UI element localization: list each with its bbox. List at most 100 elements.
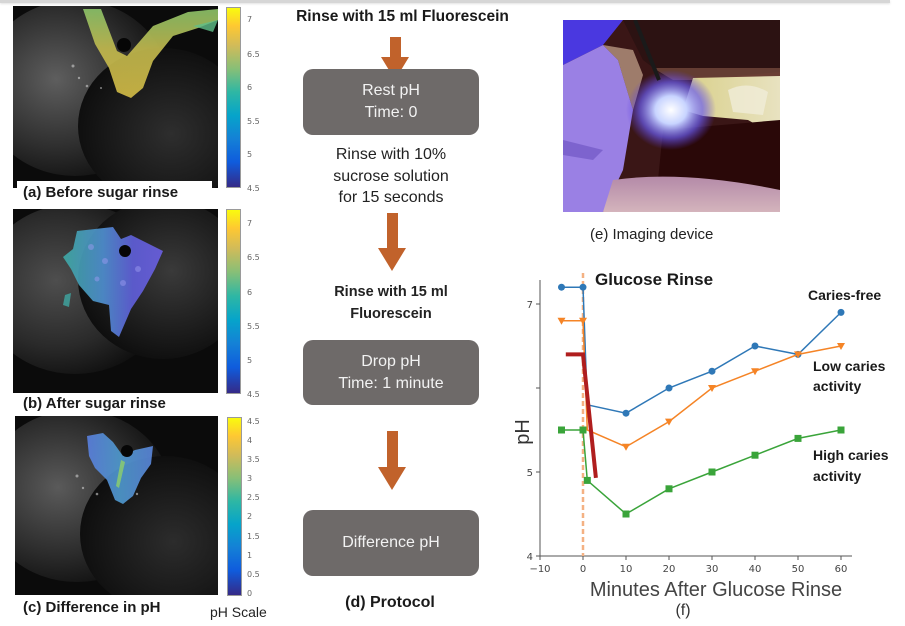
colorbar-tick-label: 5.5 (247, 322, 260, 331)
colorbar-tick-label: 1 (247, 551, 253, 560)
panel-b-caption: (b) After sugar rinse (17, 393, 212, 415)
data-point (794, 350, 802, 358)
data-point (837, 426, 845, 434)
colorbar-tick-label: 0.5 (247, 570, 260, 579)
x-tick-label: 30 (706, 564, 719, 575)
imaging-device-photo (563, 20, 780, 212)
chart-caption: (f) (675, 602, 691, 619)
rest-ph-time: Time: 0 (364, 104, 418, 121)
label-line: High caries (813, 447, 889, 463)
drop-ph-time: Time: 1 minute (338, 374, 444, 392)
x-axis-label: Minutes After Glucose Rinse (589, 579, 843, 601)
series-label-low-caries: Low caries activity (813, 356, 885, 396)
data-point (557, 317, 566, 325)
y-tick-label: 7 (527, 300, 533, 311)
protocol-step-fluorescein-rinse: Rinse with 15 ml Fluorescein (296, 8, 509, 25)
series-line (561, 320, 842, 448)
colorbar-tick-label: 6 (247, 83, 253, 92)
panel-c-caption: (c) Difference in pH (17, 597, 205, 619)
data-point (837, 343, 845, 350)
rest-ph-label: Rest pH (362, 82, 420, 99)
data-point (579, 426, 587, 434)
data-point (665, 485, 673, 493)
down-arrow-icon (390, 37, 401, 59)
colorbar-tick-label: 0 (247, 589, 253, 598)
label-line: activity (813, 378, 862, 394)
data-point (622, 443, 630, 451)
tooth-image (13, 6, 218, 188)
colorbar-tick-label: 5 (247, 150, 253, 159)
top-border (0, 0, 890, 3)
colorbar-tick-label: 4.5 (247, 417, 260, 426)
x-tick-label: 60 (835, 564, 848, 575)
sucrose-rinse-step: Rinse with 10% sucrose solution for 15 s… (300, 144, 482, 209)
down-arrow-icon (387, 213, 398, 249)
ph-scale-label: pH Scale (210, 604, 267, 620)
data-point (558, 283, 565, 291)
data-point (622, 510, 630, 518)
ph-colorbar (226, 209, 241, 394)
step-line: for 15 seconds (338, 189, 444, 206)
colorbar-tick-label: 4 (247, 436, 253, 445)
label-line: Caries-free (808, 287, 882, 303)
data-point (665, 384, 673, 392)
y-axis-label: pH (512, 419, 534, 445)
colorbar-tick-label: 3 (247, 474, 253, 483)
data-point (665, 418, 673, 426)
second-fluorescein-rinse-step: Rinse with 15 ml Fluorescein (300, 281, 482, 325)
label-line: Low caries (813, 358, 886, 374)
data-point (558, 426, 565, 434)
colorbar-tick-label: 3.5 (247, 455, 260, 464)
ph-drop-line (565, 352, 598, 479)
data-point (622, 409, 630, 417)
series-line (561, 429, 842, 515)
ph-difference-image (15, 416, 218, 595)
mouth-photo (563, 20, 780, 212)
colorbar-tick-label: 7 (247, 219, 253, 228)
data-point (794, 351, 802, 359)
series-line (561, 286, 842, 414)
x-tick-label: 20 (663, 564, 676, 575)
x-tick-label: 50 (792, 564, 805, 575)
panel-a-caption: (a) Before sugar rinse (17, 181, 212, 205)
data-point (708, 367, 716, 375)
difference-ph-label: Difference pH (342, 534, 440, 551)
step-line: Rinse with 15 ml (334, 284, 448, 300)
ph-image-after-rinse (13, 209, 218, 393)
colorbar-tick-label: 5 (247, 356, 253, 365)
data-point (708, 468, 716, 476)
chart-title: Glucose Rinse (595, 270, 714, 289)
x-tick-label: 10 (620, 564, 633, 575)
colorbar-tick-label: 4.5 (247, 184, 260, 193)
down-arrow-icon (378, 467, 406, 490)
x-tick-label: 40 (749, 564, 762, 575)
data-point (794, 434, 802, 442)
data-point (583, 476, 591, 484)
data-point (708, 385, 716, 392)
difference-ph-box: Difference pH (303, 510, 479, 576)
data-point (579, 317, 587, 325)
series-label-caries-free: Caries-free (808, 285, 881, 305)
colorbar-tick-label: 2 (247, 512, 253, 521)
drop-ph-label: Drop pH (361, 352, 421, 370)
imaging-device-caption: (e) Imaging device (590, 226, 714, 243)
colorbar-tick-label: 5.5 (247, 117, 260, 126)
data-point (579, 283, 587, 291)
colorbar-tick-label: 2.5 (247, 493, 260, 502)
colorbar-tick-label: 6.5 (247, 50, 260, 59)
data-point (837, 308, 845, 316)
step-line: sucrose solution (333, 167, 449, 185)
colorbar-tick-label: 6.5 (247, 253, 260, 262)
drop-ph-box: Drop pH Time: 1 minute (303, 340, 479, 405)
protocol-caption: (d) Protocol (345, 594, 435, 611)
x-tick-label: 0 (580, 564, 586, 575)
down-arrow-icon (378, 248, 406, 271)
colorbar-tick-label: 4.5 (247, 390, 260, 399)
colorbar-tick-label: 7 (247, 15, 253, 24)
y-tick-label: 5 (527, 468, 533, 479)
y-tick-label: 4 (527, 552, 533, 563)
down-arrow-icon (387, 431, 398, 468)
data-point (751, 451, 759, 459)
ph-difference-colorbar (227, 417, 242, 596)
data-point (751, 342, 759, 350)
